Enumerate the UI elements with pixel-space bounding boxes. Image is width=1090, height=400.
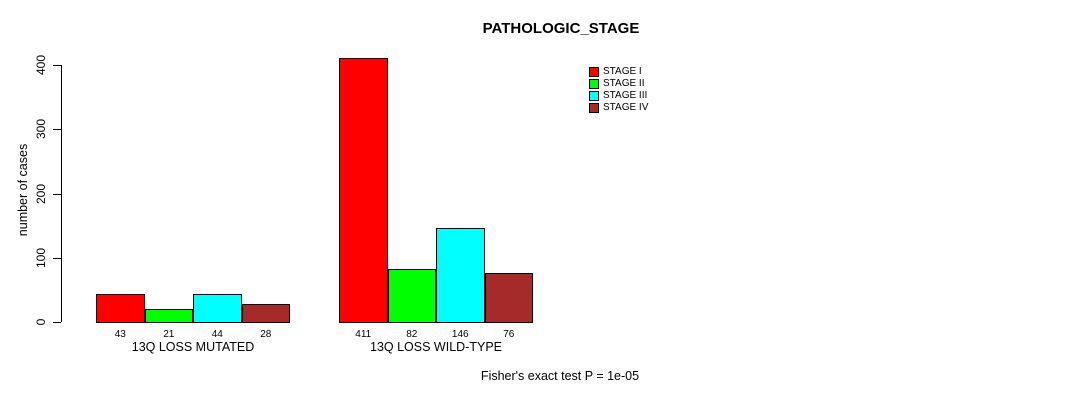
- legend-item-stage-ii: STAGE II: [589, 78, 648, 90]
- bar-stage-i-group1: [96, 294, 145, 323]
- y-axis-line: [61, 65, 62, 322]
- legend-swatch: [589, 103, 599, 113]
- y-axis-tick: [53, 129, 61, 131]
- legend: STAGE I STAGE II STAGE III STAGE IV: [589, 66, 648, 114]
- legend-swatch: [589, 91, 599, 101]
- legend-label: STAGE II: [603, 78, 645, 89]
- y-axis-tick-label: 300: [34, 119, 48, 140]
- bar-value-label: 146: [451, 329, 469, 340]
- bar-stage-iv-group1: [241, 304, 290, 323]
- legend-label: STAGE III: [603, 90, 648, 101]
- y-axis-tick-label: 200: [34, 183, 48, 204]
- y-axis-label: number of cases: [16, 143, 30, 237]
- y-axis-tick-label: 0: [34, 318, 48, 326]
- legend-item-stage-i: STAGE I: [589, 66, 648, 78]
- bar-value-label: 21: [163, 329, 175, 340]
- y-axis-tick-label: 400: [34, 54, 48, 76]
- category-label-group2: 13Q LOSS WILD-TYPE: [370, 340, 502, 354]
- bar-value-label: 28: [260, 329, 272, 340]
- category-label-group1: 13Q LOSS MUTATED: [131, 340, 255, 354]
- bar-value-label: 44: [211, 329, 223, 340]
- bar-stage-i-group2: [339, 57, 388, 323]
- stat-annotation: Fisher's exact test P = 1e-05: [480, 369, 640, 383]
- legend-swatch: [589, 79, 599, 89]
- legend-swatch: [589, 67, 599, 77]
- legend-label: STAGE IV: [603, 102, 649, 113]
- bar-value-label: 43: [114, 329, 126, 340]
- y-axis-tick-label: 100: [34, 247, 48, 268]
- y-axis-tick: [53, 322, 61, 323]
- y-axis-tick: [53, 257, 61, 259]
- legend-label: STAGE I: [603, 66, 642, 77]
- y-axis-tick: [53, 193, 61, 195]
- bar-value-label: 76: [503, 329, 515, 340]
- legend-item-stage-iv: STAGE IV: [589, 102, 648, 114]
- bar-stage-iii-group2: [436, 228, 485, 323]
- bar-stage-ii-group1: [144, 308, 193, 323]
- bar-stage-ii-group2: [387, 269, 436, 323]
- y-axis-tick: [53, 65, 61, 66]
- chart-title: PATHOLOGIC_STAGE: [482, 20, 640, 37]
- bar-value-label: 411: [355, 329, 372, 340]
- legend-item-stage-iii: STAGE III: [589, 90, 648, 102]
- bar-stage-iii-group1: [193, 293, 242, 323]
- bar-value-label: 82: [406, 329, 418, 340]
- bar-stage-iv-group2: [484, 273, 533, 323]
